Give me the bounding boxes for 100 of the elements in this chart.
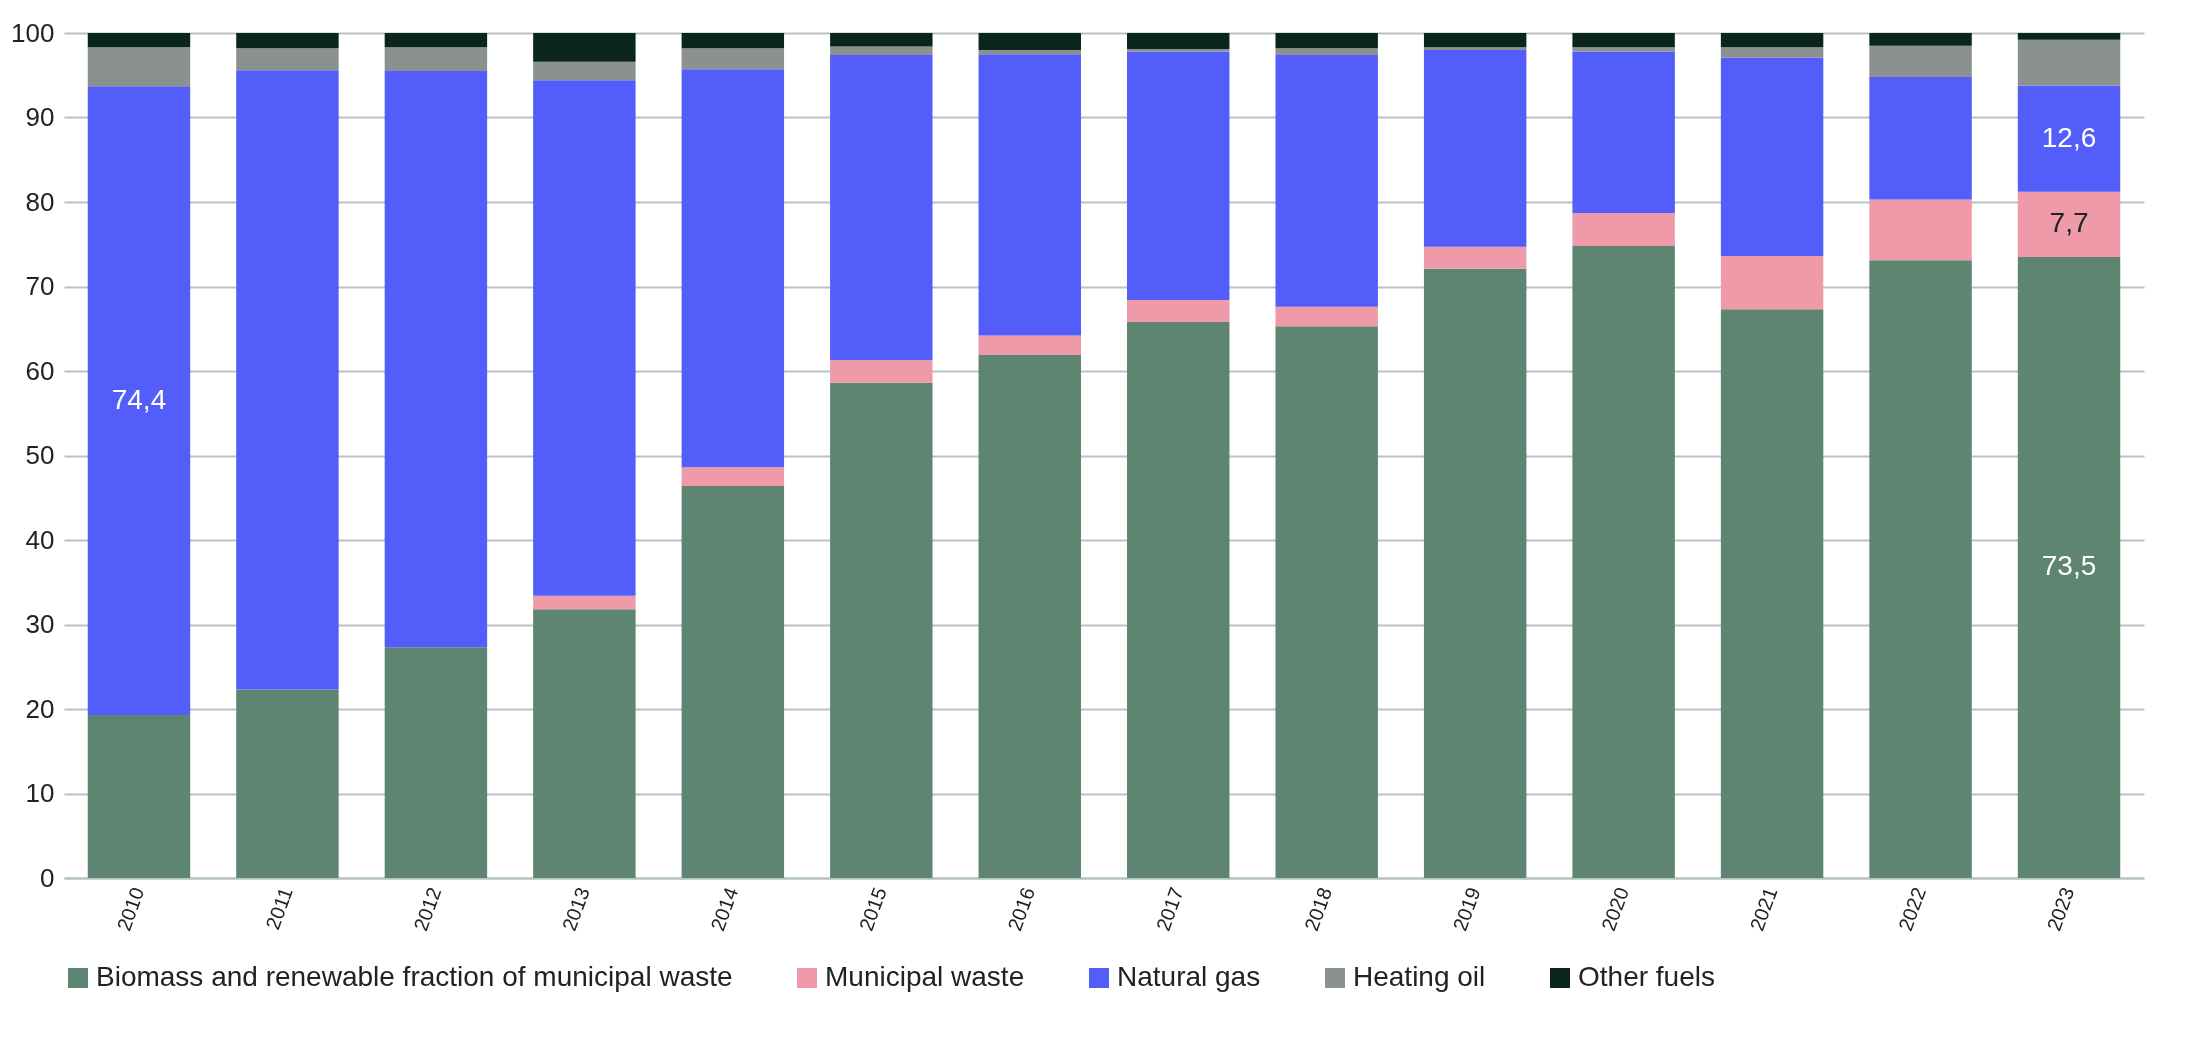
bar <box>87 86 191 715</box>
bar <box>533 33 636 62</box>
x-tick-label: 2011 <box>261 884 297 933</box>
x-tick-label: 2021 <box>1745 884 1782 934</box>
y-tick-label: 70 <box>25 271 55 301</box>
bar <box>1423 49 1527 247</box>
x-tick-label: 2015 <box>854 884 891 934</box>
bar <box>87 714 191 878</box>
y-tick-label: 90 <box>25 102 55 132</box>
bar <box>533 609 636 878</box>
y-tick-label: 30 <box>25 609 55 639</box>
bar <box>2017 33 2121 40</box>
y-tick-label: 10 <box>25 778 55 808</box>
bar <box>1423 33 1527 48</box>
bar <box>1572 51 1675 213</box>
bar <box>1869 199 1972 261</box>
x-tick-label: 2022 <box>1894 884 1930 934</box>
bar <box>236 70 339 690</box>
bar <box>1423 268 1527 878</box>
bar <box>384 71 488 648</box>
x-tick-label: 2014 <box>706 884 743 934</box>
bar <box>1869 260 1972 878</box>
bar <box>2017 256 2121 878</box>
bar <box>1720 309 1824 878</box>
x-tick-label: 2017 <box>1151 884 1188 934</box>
bar <box>978 335 1081 355</box>
y-tick-label: 0 <box>40 862 55 893</box>
bar <box>830 360 933 383</box>
y-tick-label: 80 <box>25 186 55 217</box>
x-tick-label: 2019 <box>1448 884 1485 934</box>
bar <box>236 689 339 878</box>
bar <box>1127 300 1230 322</box>
bar <box>681 48 785 70</box>
bar <box>1275 326 1378 878</box>
bar <box>1572 47 1675 52</box>
legend-label: Biomass and renewable fraction of municipal waste <box>96 961 733 992</box>
x-tick-label: 2012 <box>409 884 446 934</box>
bar <box>236 48 339 71</box>
bar <box>830 382 933 878</box>
bar <box>1275 33 1378 49</box>
bar <box>1720 57 1824 257</box>
x-tick-label: 2023 <box>2042 884 2079 934</box>
bar <box>1720 47 1824 58</box>
bar <box>2017 85 2121 192</box>
legend-label: Municipal waste <box>825 961 1025 992</box>
bar <box>978 354 1081 878</box>
bar <box>1720 256 1824 310</box>
bar <box>1127 33 1230 50</box>
bar <box>384 33 488 48</box>
bar <box>87 47 191 87</box>
bar <box>1275 54 1378 307</box>
x-tick-label: 2010 <box>112 884 149 934</box>
bar <box>830 54 933 361</box>
data-label: 73,5 <box>2041 550 2097 582</box>
legend-label: Heating oil <box>1353 961 1486 992</box>
bar <box>1127 321 1230 878</box>
bar <box>1869 45 1972 77</box>
data-label: 7,7 <box>2049 207 2089 239</box>
bar <box>1869 33 1972 46</box>
bar <box>2017 39 2121 86</box>
bar <box>1127 49 1230 52</box>
bar <box>1869 76 1972 200</box>
bar <box>2017 191 2121 257</box>
bar <box>830 33 933 47</box>
legend-label: Other fuels <box>1578 961 1715 992</box>
x-tick-label: 2013 <box>557 884 594 934</box>
bar <box>681 33 785 49</box>
bar <box>533 61 636 81</box>
bar <box>1720 33 1824 48</box>
y-tick-label: 60 <box>25 355 55 386</box>
bar <box>978 33 1081 50</box>
bar <box>1275 306 1378 327</box>
bar <box>533 80 636 596</box>
data-label: 74,4 <box>111 383 167 415</box>
bar <box>384 47 488 72</box>
y-tick-label: 20 <box>25 693 55 724</box>
x-tick-label: 2018 <box>1300 884 1337 934</box>
bar <box>830 46 933 55</box>
bar <box>1127 51 1230 301</box>
data-label: 12,6 <box>2041 121 2097 153</box>
bar <box>236 33 339 49</box>
bar <box>1423 246 1527 269</box>
bar <box>384 647 488 878</box>
bar <box>978 49 1081 55</box>
bar <box>1275 48 1378 55</box>
x-tick-label: 2016 <box>1003 884 1040 934</box>
bar <box>681 467 785 486</box>
x-tick-label: 2020 <box>1597 884 1634 934</box>
legend-label: Natural gas <box>1117 961 1261 992</box>
y-tick-label: 50 <box>25 440 55 470</box>
bar <box>978 54 1081 336</box>
bar <box>533 595 636 610</box>
bar <box>1572 245 1675 878</box>
bar <box>1423 47 1527 50</box>
bar <box>681 485 785 878</box>
bar <box>87 33 191 48</box>
bar <box>681 69 785 468</box>
y-tick-label: 100 <box>11 17 55 48</box>
bar <box>1572 33 1675 48</box>
y-tick-label: 40 <box>25 524 55 555</box>
